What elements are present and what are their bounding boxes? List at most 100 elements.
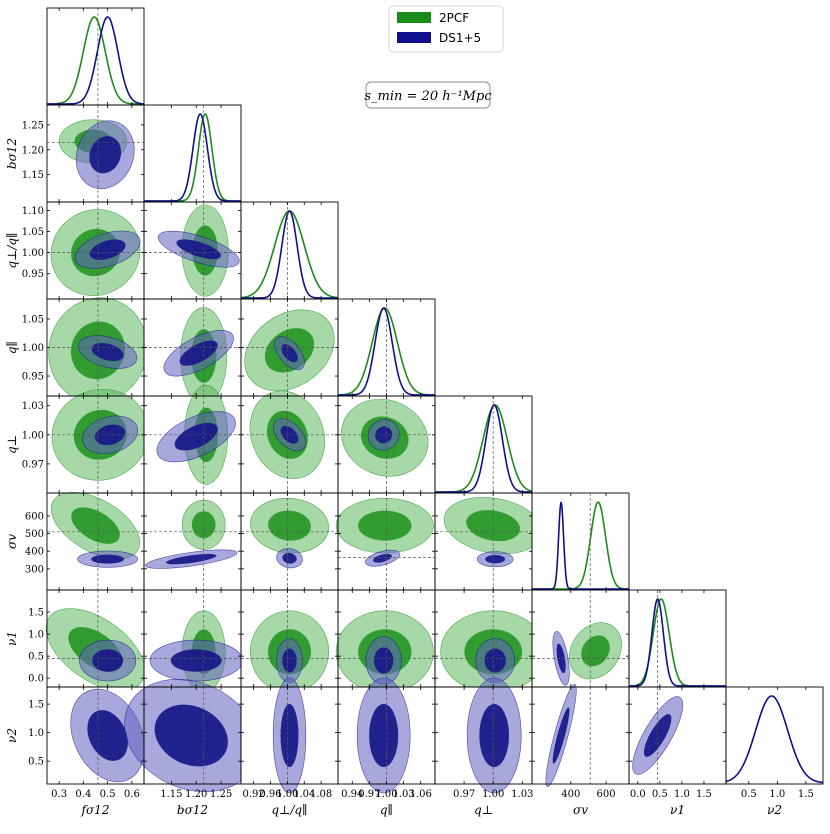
marginal-curve-DS15-0 — [47, 16, 145, 105]
x-tick-label-6: 0.5 — [652, 789, 668, 800]
y-axis-label-nu2: ν2 — [5, 728, 19, 743]
y-tick-label-2: 1.05 — [22, 227, 44, 238]
legend-label-0: 2PCF — [439, 11, 469, 25]
contour-1sigma-DS15-5-4 — [485, 554, 506, 564]
marginal-curve-2PCF-0 — [47, 16, 144, 105]
contour-1sigma-DS15-5-0 — [91, 554, 125, 564]
contour-1sigma-DS15-1-0 — [89, 136, 122, 174]
marginal-bg-2 — [241, 202, 338, 299]
y-tick-label-1: 1.25 — [22, 120, 44, 131]
contour-1sigma-DS15-3-2 — [281, 344, 298, 363]
y-tick-label-5: 300 — [25, 564, 44, 575]
y-tick-label-3: 1.00 — [22, 343, 44, 354]
x-tick-label-3: 1.03 — [392, 789, 414, 800]
y-axis-label-bs12: bσ12 — [5, 138, 19, 169]
contour-1sigma-DS15-7-1 — [154, 704, 228, 767]
contour-1sigma-DS15-6-3 — [373, 647, 394, 674]
contour-1sigma-DS15-4-1 — [174, 422, 218, 451]
marginal-curve-DS15-3 — [338, 307, 435, 396]
annotation-text: s_min = 20 h⁻¹Mpc — [364, 89, 492, 104]
marginal-bg-6 — [629, 590, 726, 687]
x-tick-label-6: 1.0 — [674, 789, 690, 800]
x-tick-label-3: 1.06 — [410, 789, 432, 800]
y-axis-label-qperp: q⊥ — [5, 435, 19, 454]
y-tick-label-4: 1.00 — [22, 430, 44, 441]
x-axis-label-nu1: ν1 — [670, 803, 685, 817]
y-tick-label-2: 0.95 — [22, 269, 44, 280]
x-tick-label-7: 0.5 — [741, 789, 757, 800]
y-tick-label-7: 1.5 — [28, 700, 44, 711]
x-tick-label-2: 0.92 — [243, 789, 265, 800]
marginal-curve-DS15-7 — [725, 695, 824, 784]
x-axis-label-qpar: q∥ — [380, 803, 393, 817]
x-tick-label-0: 0.5 — [100, 789, 116, 800]
contour-1sigma-DS15-7-6 — [643, 714, 672, 757]
x-tick-label-7: 1.0 — [769, 789, 785, 800]
y-axis-label-qpar: q∥ — [5, 341, 19, 354]
y-tick-label-5: 600 — [25, 511, 44, 522]
x-axis-label-fs12: fσ12 — [81, 803, 110, 817]
marginal-bg-0 — [47, 8, 144, 105]
contour-1sigma-DS15-5-2 — [282, 552, 297, 564]
panel-frame-7-7 — [725, 686, 824, 785]
contour-1sigma-DS15-7-2 — [280, 703, 299, 768]
contour-1sigma-DS15-6-4 — [484, 648, 506, 673]
legend-label-1: DS1+5 — [439, 31, 481, 45]
contour-1sigma-DS15-6-0 — [92, 649, 124, 672]
x-tick-label-5: 600 — [597, 789, 616, 800]
marginal-curve-DS15-5 — [532, 501, 629, 590]
y-tick-label-1: 1.20 — [22, 145, 44, 156]
x-tick-label-0: 0.3 — [51, 789, 67, 800]
y-tick-label-5: 500 — [25, 529, 44, 540]
contour-1sigma-2PCF-5-2 — [268, 510, 311, 541]
annotation-box — [365, 81, 491, 109]
legend-swatch-0 — [397, 12, 431, 23]
x-tick-label-6: 1.5 — [696, 789, 712, 800]
contour-1sigma-DS15-6-1 — [170, 649, 222, 672]
x-tick-label-1: 1.20 — [185, 789, 207, 800]
marginal-bg-5 — [532, 493, 629, 590]
x-tick-label-1: 1.25 — [210, 789, 232, 800]
contour-1sigma-DS15-2-1 — [176, 239, 221, 260]
x-tick-label-4: 0.97 — [453, 789, 475, 800]
y-axis-label-qratio: q⊥/q∥ — [5, 232, 19, 268]
x-axis-label-bs12: bσ12 — [177, 803, 208, 817]
y-tick-label-1: 1.15 — [22, 170, 44, 181]
y-tick-label-7: 0.5 — [28, 757, 44, 768]
marginal-curve-DS15-1 — [144, 113, 241, 202]
x-tick-label-4: 1.00 — [482, 789, 504, 800]
y-tick-label-5: 400 — [25, 547, 44, 558]
contour-1sigma-DS15-7-0 — [87, 710, 128, 761]
y-tick-label-2: 1.00 — [22, 248, 44, 259]
y-tick-label-4: 1.03 — [22, 401, 44, 412]
x-axis-label-qratio: q⊥/q∥ — [271, 803, 307, 817]
x-tick-label-3: 0.97 — [358, 789, 380, 800]
marginal-curve-DS15-4 — [435, 404, 532, 493]
y-tick-label-3: 0.95 — [22, 372, 44, 383]
x-tick-label-2: 0.96 — [259, 789, 281, 800]
contour-1sigma-DS15-5-3 — [373, 553, 392, 563]
x-axis-label-qperp: q⊥ — [474, 803, 493, 817]
y-tick-label-6: 0.5 — [28, 652, 44, 663]
marginal-curve-DS15-6 — [629, 598, 726, 687]
x-tick-label-4: 1.03 — [511, 789, 533, 800]
y-tick-label-6: 0.0 — [28, 674, 44, 685]
y-axis-label-sigv: σv — [5, 534, 19, 549]
y-axis-label-nu1: ν1 — [5, 631, 19, 646]
marginal-curve-DS15-2 — [241, 210, 338, 299]
x-tick-label-1: 1.15 — [160, 789, 182, 800]
y-tick-label-4: 0.97 — [22, 459, 44, 470]
x-tick-label-3: 1.00 — [375, 789, 397, 800]
marginal-bg-4 — [435, 396, 532, 493]
y-tick-label-3: 1.05 — [22, 314, 44, 325]
contour-1sigma-DS15-7-5 — [552, 707, 570, 764]
contour-1sigma-DS15-6-5 — [556, 643, 566, 674]
y-tick-label-6: 1.0 — [28, 630, 44, 641]
contour-1sigma-DS15-4-0 — [94, 424, 126, 446]
x-tick-label-0: 0.4 — [75, 789, 91, 800]
legend-swatch-1 — [397, 32, 431, 43]
panel-bg-7-5 — [532, 687, 629, 784]
contour-1sigma-DS15-5-1 — [166, 554, 217, 565]
